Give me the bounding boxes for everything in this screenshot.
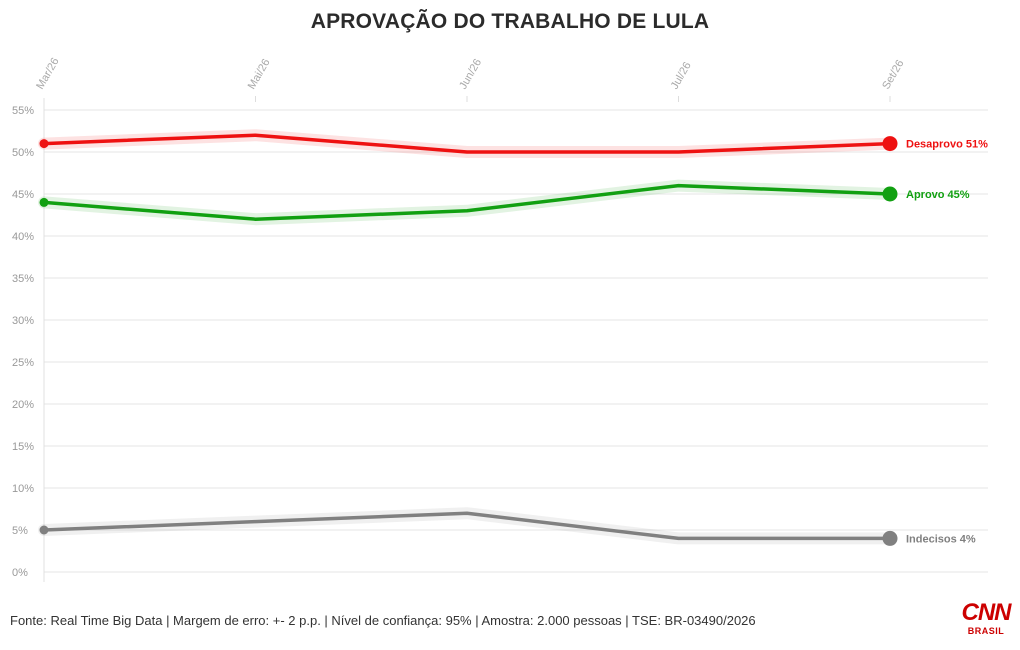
- series-line-indecisos: [42, 511, 892, 541]
- y-tick-label: 35%: [12, 273, 34, 285]
- y-tick-label: 25%: [12, 357, 34, 369]
- source-note: Fonte: Real Time Big Data | Margem de er…: [10, 613, 756, 628]
- y-tick-label: 5%: [12, 525, 28, 537]
- logo-text: CNN: [961, 599, 1012, 626]
- y-tick-label: 15%: [12, 441, 34, 453]
- x-tick-label: Set/26: [880, 58, 906, 92]
- y-tick-label: 50%: [12, 147, 34, 159]
- y-tick-label: 45%: [12, 189, 34, 201]
- series-line-aprovo: [42, 183, 892, 221]
- series-end-point: [882, 136, 898, 152]
- x-tick-label: Jul/26: [669, 60, 694, 91]
- y-tick-label: 55%: [12, 105, 34, 117]
- series-line-desaprovo: [42, 133, 892, 154]
- line-chart: 0% 5% 10% 15% 20% 25% 30% 35% 40% 45% 50% 55% Mar/26…: [12, 56, 988, 582]
- series-start-point: [39, 525, 49, 535]
- y-tick-label: 10%: [12, 483, 34, 495]
- series-end-label: Desaprovo 51%: [906, 139, 988, 151]
- x-tick-label: Jun/26: [457, 57, 484, 92]
- cnn-brasil-logo: CNN BRASIL: [958, 600, 1014, 640]
- series-end-point: [882, 186, 898, 202]
- series-end-point: [882, 530, 898, 546]
- x-tick-label: Mai/26: [246, 57, 273, 92]
- series-start-point: [39, 139, 49, 149]
- series-end-label: Aprovo 45%: [906, 189, 970, 201]
- y-tick-label: 30%: [12, 315, 34, 327]
- x-tick-label: Mar/26: [34, 56, 62, 92]
- logo-subtext: BRASIL: [967, 626, 1005, 636]
- y-tick-label: 0%: [12, 567, 28, 579]
- y-tick-label: 40%: [12, 231, 34, 243]
- y-tick-label: 20%: [12, 399, 34, 411]
- series-end-label: Indecisos 4%: [906, 533, 976, 545]
- series-start-point: [39, 197, 49, 207]
- chart-title: APROVAÇÃO DO TRABALHO DE LULA: [310, 10, 710, 33]
